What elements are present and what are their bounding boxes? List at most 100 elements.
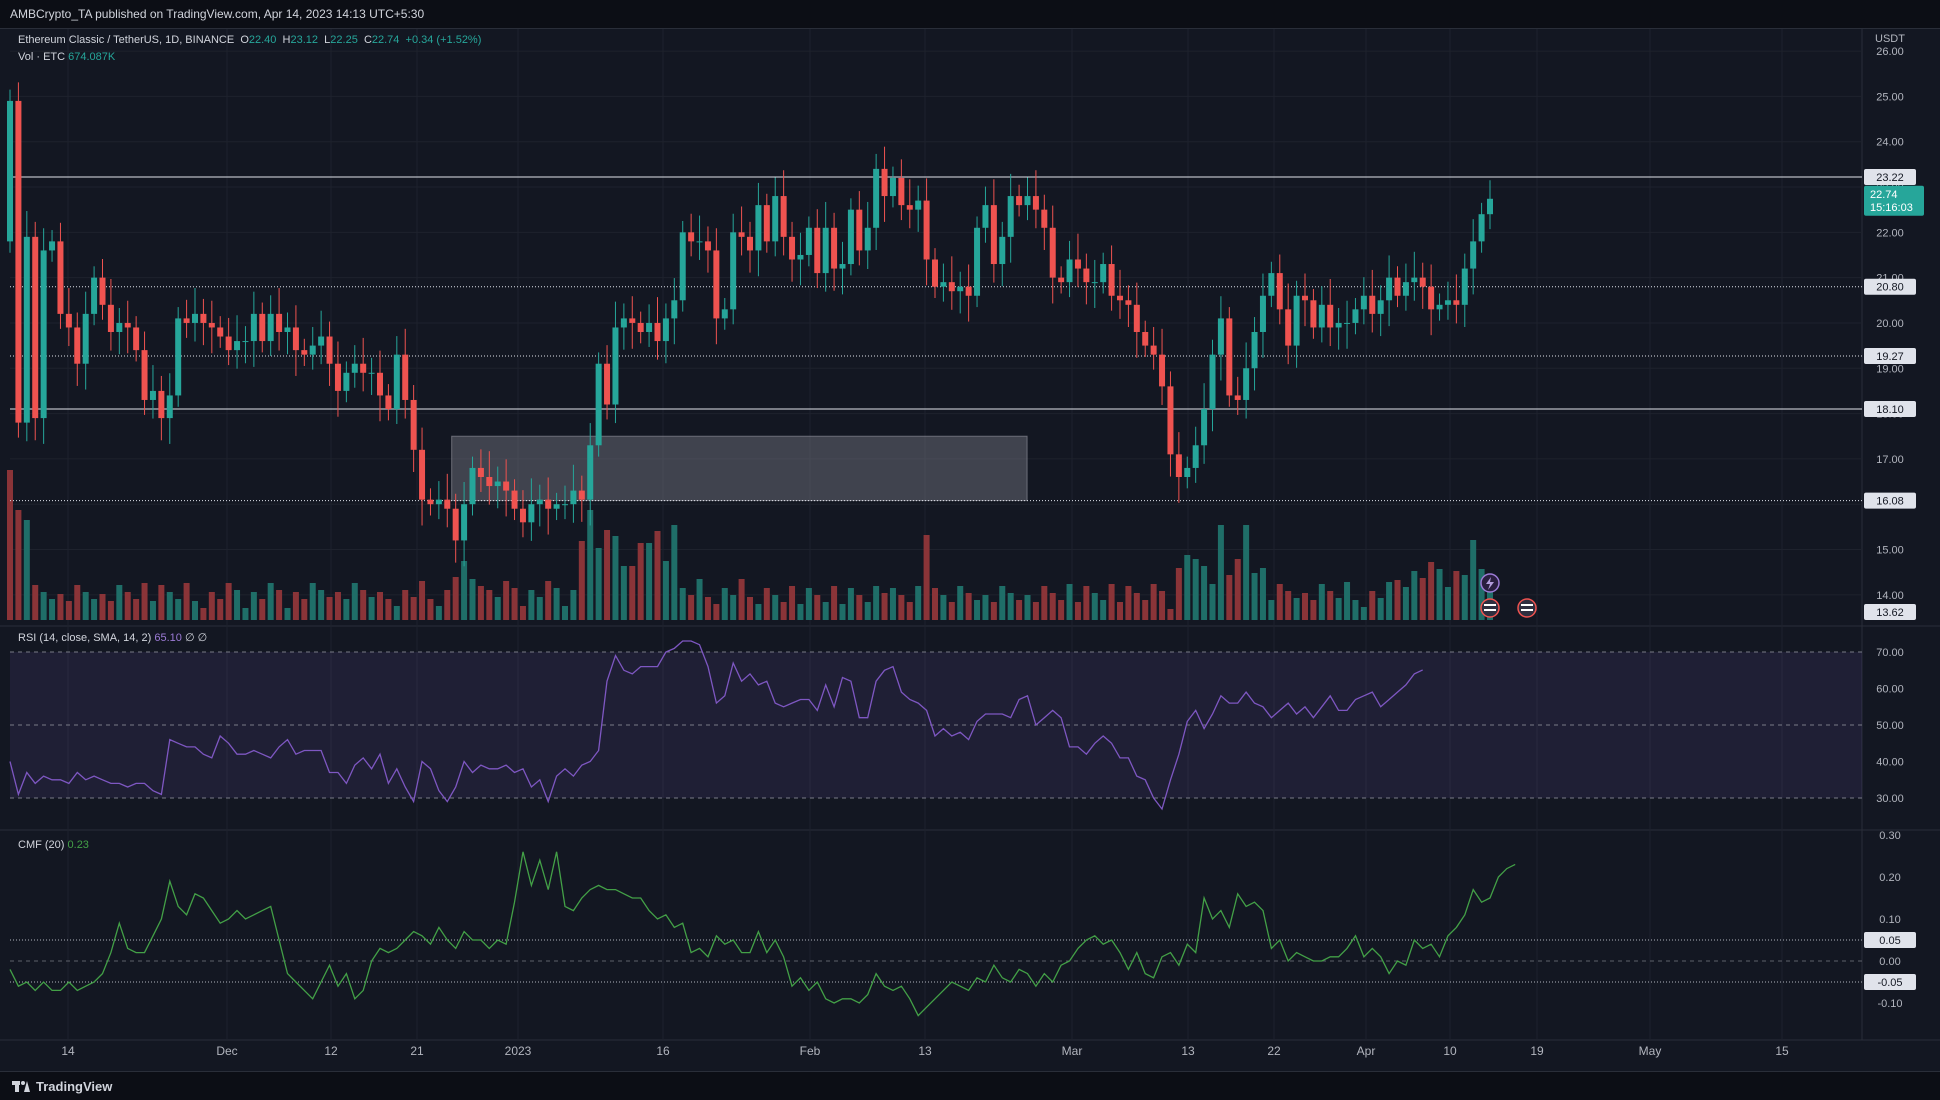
candle-body xyxy=(74,327,81,364)
candle-body xyxy=(99,277,106,305)
volume-bar xyxy=(957,586,964,620)
candle-body xyxy=(427,499,434,505)
level-tag-label: 16.08 xyxy=(1876,496,1904,508)
candle-body xyxy=(217,327,224,337)
volume-bar xyxy=(1386,582,1393,620)
volume-bar xyxy=(309,583,316,620)
candle-body xyxy=(1201,409,1208,446)
volume-bar xyxy=(755,604,762,620)
candle-body xyxy=(1386,277,1393,301)
volume-bar xyxy=(1074,602,1081,620)
volume-label[interactable]: Vol · ETC xyxy=(18,51,66,63)
candle-body xyxy=(721,309,728,319)
candle-body xyxy=(1049,227,1056,278)
legend-main: Ethereum Classic / TetherUS, 1D, BINANCE… xyxy=(18,34,482,46)
volume-bar xyxy=(1377,598,1384,620)
candle-body xyxy=(461,504,468,541)
candle-body xyxy=(562,504,568,506)
candle-body xyxy=(242,341,249,343)
level-tag-bg xyxy=(1864,278,1916,295)
volume-bar xyxy=(1444,587,1451,620)
volume-bar xyxy=(1428,562,1435,620)
time-tick-label: 19 xyxy=(1530,1044,1544,1058)
volume-bar xyxy=(477,586,484,620)
level-tag-bg xyxy=(1864,348,1916,365)
volume-bar xyxy=(133,599,140,620)
currency-label: USDT xyxy=(1875,33,1905,45)
time-tick-label: 12 xyxy=(324,1044,338,1058)
volume-bar xyxy=(1159,591,1166,620)
candle-body xyxy=(1369,295,1376,314)
candle-body xyxy=(200,313,207,323)
candle-body xyxy=(974,227,981,296)
candle-body xyxy=(822,227,829,274)
candle-body xyxy=(385,395,392,410)
us-flag-stripe xyxy=(1484,604,1496,606)
time-tick-label: 21 xyxy=(410,1044,424,1058)
candle-body xyxy=(49,241,56,251)
volume-bar xyxy=(208,592,215,620)
candle-body xyxy=(334,363,341,391)
volume-bar xyxy=(351,583,358,620)
level-tag-label: 13.62 xyxy=(1876,607,1904,619)
symbol-name[interactable]: Ethereum Classic / TetherUS, 1D, BINANCE xyxy=(18,34,235,46)
candle-body xyxy=(351,363,358,373)
candle-body xyxy=(1217,318,1224,355)
volume-bar xyxy=(1083,586,1090,620)
candle-body xyxy=(149,390,156,400)
volume-bar xyxy=(1268,600,1275,620)
candle-body xyxy=(1453,300,1460,305)
candle-body xyxy=(713,250,720,319)
volume-bar xyxy=(49,599,56,620)
candle-body xyxy=(881,168,888,197)
candle-body xyxy=(604,363,611,405)
volume-bar xyxy=(419,581,426,620)
volume-value: 674.087K xyxy=(68,51,116,63)
candle-body xyxy=(107,304,114,332)
candle-body xyxy=(545,499,552,509)
volume-bar xyxy=(1259,568,1266,620)
candle-body xyxy=(688,232,695,242)
price-tick-label: 15.00 xyxy=(1876,545,1904,557)
rsi-tick-label: 50.00 xyxy=(1876,720,1904,732)
volume-bar xyxy=(1335,598,1342,620)
rsi-tick-label: 70.00 xyxy=(1876,647,1904,659)
candle-body xyxy=(570,490,577,505)
candle-body xyxy=(1142,332,1149,346)
candle-body xyxy=(166,395,173,419)
candle-body xyxy=(494,481,501,487)
level-tag-label: 23.22 xyxy=(1876,172,1904,184)
volume-bar xyxy=(1251,573,1258,620)
cmf-tick-label: 0.30 xyxy=(1879,830,1900,842)
volume-bar xyxy=(519,606,526,620)
candle-body xyxy=(1041,209,1048,228)
volume-bar xyxy=(747,597,753,620)
countdown-label: 15:16:03 xyxy=(1870,202,1913,214)
rsi-label[interactable]: RSI (14, close, SMA, 14, 2) xyxy=(18,632,152,644)
candle-body xyxy=(65,313,72,328)
volume-bar xyxy=(982,595,989,620)
level-tag-bg xyxy=(1864,169,1916,186)
candle-body xyxy=(940,282,947,287)
volume-bar xyxy=(1100,600,1107,620)
cmf-tick-label: -0.10 xyxy=(1877,998,1902,1010)
volume-bar xyxy=(124,592,131,620)
open-value: 22.40 xyxy=(248,34,277,46)
candle-body xyxy=(805,227,812,255)
volume-bar xyxy=(107,601,114,620)
candle-body xyxy=(267,313,274,342)
candle-body xyxy=(1352,309,1359,323)
candle-body xyxy=(1293,295,1300,346)
cmf-label[interactable]: CMF (20) xyxy=(18,839,65,851)
level-tag-bg xyxy=(1864,492,1916,509)
volume-bar xyxy=(326,597,333,620)
candle-body xyxy=(1428,286,1435,310)
volume-bar xyxy=(671,525,678,620)
volume-bar xyxy=(1470,540,1477,620)
candle-body xyxy=(932,259,938,287)
cmf-tick-label: -0.05 xyxy=(1877,977,1902,989)
tradingview-logo[interactable]: TradingView xyxy=(12,1079,112,1094)
candle-body xyxy=(343,372,350,391)
volume-bar xyxy=(65,601,72,620)
